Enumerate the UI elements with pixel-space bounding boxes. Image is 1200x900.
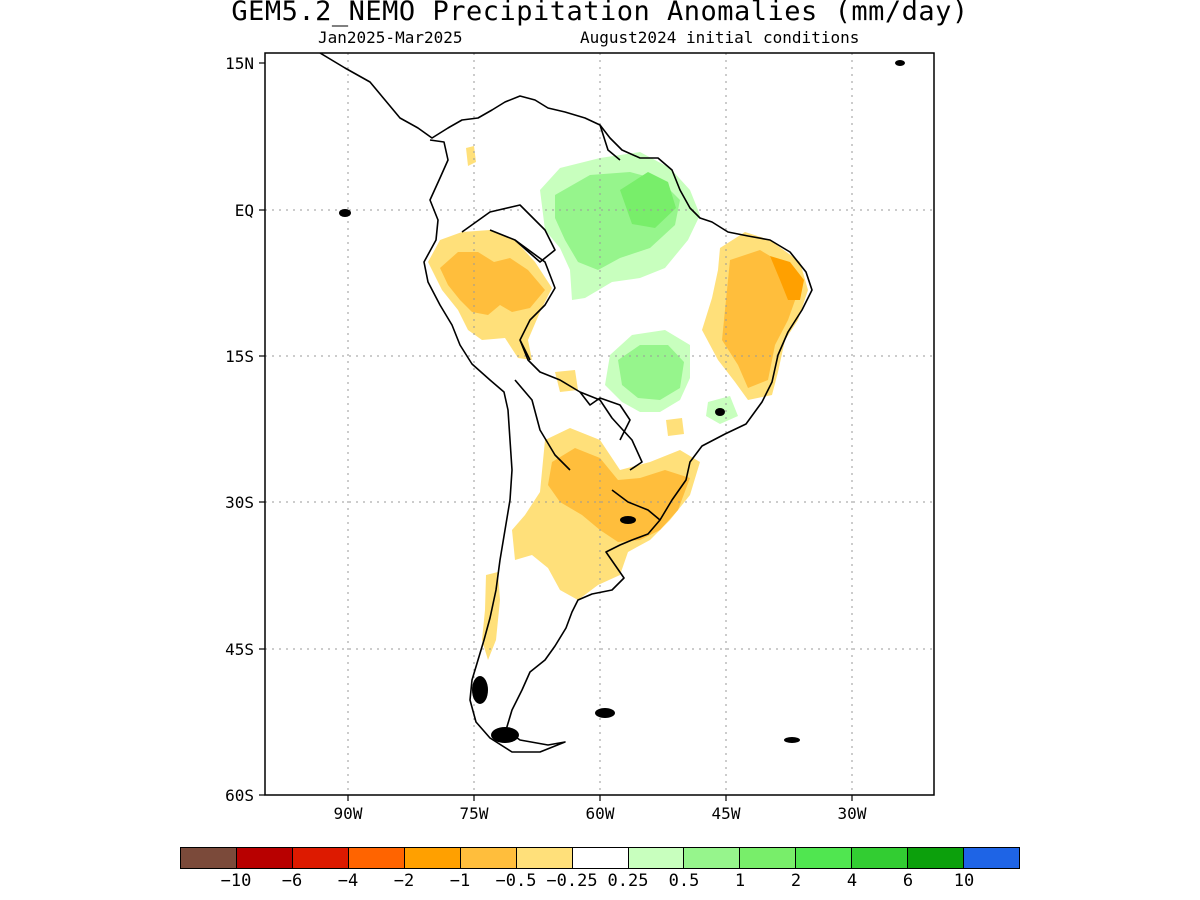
lat-label-15s: 15S	[225, 347, 254, 366]
lat-label-15n: 15N	[225, 54, 254, 73]
colorbar-tick-label: −2	[393, 871, 415, 891]
colorbar-swatch	[908, 848, 965, 868]
lon-label-45w: 45W	[712, 804, 741, 823]
colorbar-swatch	[852, 848, 909, 868]
colorbar-swatch	[964, 848, 1020, 868]
colorbar-swatch	[292, 848, 349, 868]
colorbar-tick-label: 4	[846, 871, 858, 891]
colorbar-tick-label: 0.5	[668, 871, 700, 891]
anomaly-shading	[428, 146, 808, 660]
forecast-period: Jan2025-Mar2025	[318, 28, 463, 47]
dry-anomaly-patch	[466, 146, 476, 166]
lat-label-eq: EQ	[235, 201, 254, 220]
colorbar-tick-label: 2	[790, 871, 802, 891]
coastline	[319, 53, 813, 753]
colorbar-tick-label: −6	[281, 871, 303, 891]
gridlines	[265, 53, 934, 795]
colorbar-swatch	[628, 848, 685, 868]
wet-anomaly-core	[618, 345, 684, 400]
colorbar-labels: −10 −6 −4 −2 −1 −0.5 −0.25 0.25 0.5 1 2 4 6 10	[0, 871, 1200, 895]
colorbar	[180, 847, 1020, 869]
wet-anomaly-peak	[620, 172, 676, 228]
dry-anomaly-peak	[770, 256, 804, 300]
colorbar-swatch	[460, 848, 517, 868]
colorbar-swatch	[348, 848, 405, 868]
colorbar-tick-label: 10	[953, 871, 975, 891]
lat-label-60s: 60S	[225, 786, 254, 805]
colorbar-swatch	[404, 848, 461, 868]
colorbar-tick-label: −10	[220, 871, 252, 891]
lon-label-75w: 75W	[460, 804, 489, 823]
lon-label-60w: 60W	[586, 804, 615, 823]
initial-conditions: August2024 initial conditions	[580, 28, 860, 47]
colorbar-tick-label: −0.25	[546, 871, 598, 891]
colorbar-tick-label: 1	[734, 871, 746, 891]
colorbar-swatch	[740, 848, 797, 868]
lon-label-30w: 30W	[838, 804, 867, 823]
islands	[339, 60, 905, 743]
colorbar-swatch	[516, 848, 573, 868]
colorbar-tick-label: −0.5	[495, 871, 537, 891]
lat-label-45s: 45S	[225, 640, 254, 659]
colorbar-swatch	[236, 848, 293, 868]
colorbar-tick-label: −4	[337, 871, 359, 891]
colorbar-swatch	[684, 848, 741, 868]
lon-label-90w: 90W	[334, 804, 363, 823]
colorbar-tick-label: −1	[449, 871, 471, 891]
dry-anomaly-core	[440, 252, 545, 315]
dry-anomaly-patch	[666, 418, 684, 436]
lat-label-30s: 30S	[225, 493, 254, 512]
colorbar-swatch	[796, 848, 853, 868]
chart-title: GEM5.2_NEMO Precipitation Anomalies (mm/…	[231, 0, 969, 27]
colorbar-swatch	[572, 848, 629, 868]
tick-marks	[259, 62, 853, 801]
colorbar-tick-label: 0.25	[607, 871, 649, 891]
colorbar-swatch	[181, 848, 237, 868]
colorbar-tick-label: 6	[902, 871, 914, 891]
dry-anomaly-core	[722, 250, 798, 388]
